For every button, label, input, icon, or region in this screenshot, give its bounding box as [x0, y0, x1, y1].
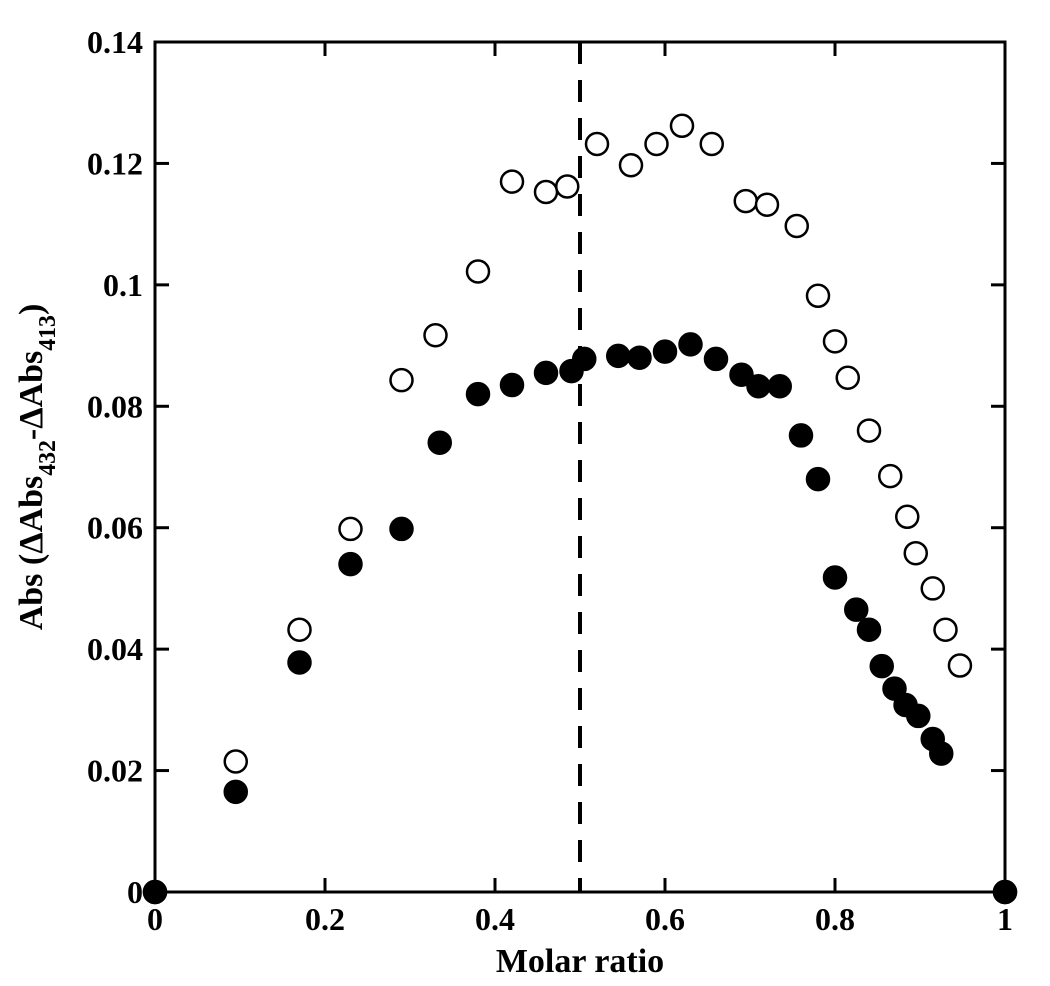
data-point-filled	[907, 705, 929, 727]
data-point-open	[922, 577, 944, 599]
data-point-filled	[705, 348, 727, 370]
data-point-open	[225, 750, 247, 772]
data-point-filled	[824, 567, 846, 589]
data-point-filled	[769, 375, 791, 397]
data-point-filled	[654, 341, 676, 363]
data-point-open	[646, 133, 668, 155]
data-point-filled	[748, 375, 770, 397]
ytick-label: 0.04	[87, 631, 143, 667]
data-point-open	[824, 330, 846, 352]
data-point-open	[858, 420, 880, 442]
data-point-open	[671, 115, 693, 137]
ytick-label: 0.1	[103, 267, 143, 303]
data-point-open	[756, 194, 778, 216]
data-point-open	[535, 181, 557, 203]
data-point-filled	[994, 881, 1016, 903]
data-point-filled	[289, 652, 311, 674]
data-point-open	[896, 506, 918, 528]
data-point-open	[949, 655, 971, 677]
data-point-filled	[501, 374, 523, 396]
ytick-label: 0.12	[87, 145, 143, 181]
data-point-filled	[871, 655, 893, 677]
data-point-filled	[807, 468, 829, 490]
data-point-filled	[930, 743, 952, 765]
data-point-filled	[467, 383, 489, 405]
data-point-filled	[858, 619, 880, 641]
xtick-label: 0.4	[475, 901, 515, 937]
data-point-open	[586, 133, 608, 155]
ytick-label: 0.14	[87, 24, 143, 60]
data-point-open	[556, 176, 578, 198]
data-point-filled	[629, 347, 651, 369]
data-point-open	[905, 542, 927, 564]
data-point-filled	[680, 333, 702, 355]
data-point-filled	[340, 553, 362, 575]
ytick-label: 0.06	[87, 510, 143, 546]
ytick-label: 0.08	[87, 388, 143, 424]
data-point-open	[620, 154, 642, 176]
scatter-chart: 0 0.2 0.4 0.6 0.8 1 0 0.02 0.04 0.06 0.08 0.1 0.12 0.…	[0, 0, 1050, 986]
data-point-filled	[391, 518, 413, 540]
ytick-label: 0.02	[87, 753, 143, 789]
data-point-open	[935, 619, 957, 641]
data-point-open	[391, 369, 413, 391]
data-point-filled	[225, 781, 247, 803]
xtick-label: 0.2	[305, 901, 345, 937]
data-point-open	[807, 285, 829, 307]
data-point-open	[425, 324, 447, 346]
data-point-open	[786, 215, 808, 237]
data-point-filled	[607, 345, 629, 367]
data-point-filled	[429, 432, 451, 454]
data-point-open	[340, 518, 362, 540]
data-point-filled	[790, 424, 812, 446]
data-point-open	[735, 190, 757, 212]
ytick-label: 0	[127, 874, 143, 910]
x-axis-label: Molar ratio	[496, 943, 664, 980]
xtick-label: 0.8	[815, 901, 855, 937]
data-point-filled	[144, 881, 166, 903]
data-point-filled	[535, 362, 557, 384]
chart-svg: 0 0.2 0.4 0.6 0.8 1 0 0.02 0.04 0.06 0.08 0.1 0.12 0.…	[0, 0, 1050, 986]
data-point-open	[501, 171, 523, 193]
data-point-open	[837, 367, 859, 389]
xtick-label: 0	[147, 901, 163, 937]
xtick-label: 1	[997, 901, 1013, 937]
data-point-open	[879, 465, 901, 487]
data-point-open	[289, 619, 311, 641]
data-point-filled	[573, 348, 595, 370]
data-point-filled	[845, 599, 867, 621]
data-point-open	[701, 133, 723, 155]
data-point-open	[467, 261, 489, 283]
xtick-label: 0.6	[645, 901, 685, 937]
